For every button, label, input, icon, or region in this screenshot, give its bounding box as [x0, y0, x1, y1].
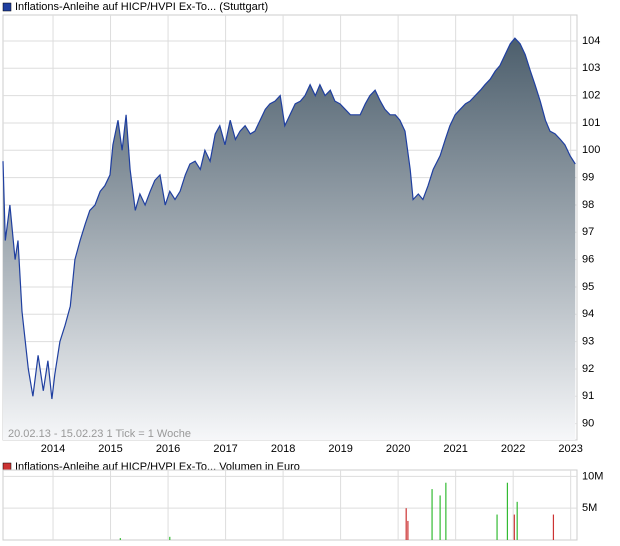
x-tick-label: 2023	[558, 443, 582, 455]
volume-bar	[439, 495, 441, 540]
y-tick-label: 95	[582, 281, 594, 293]
y-tick-label: 90	[582, 418, 594, 430]
y-tick-label: 96	[582, 254, 594, 266]
volume-bar	[496, 514, 498, 540]
x-tick-label: 2019	[328, 443, 352, 455]
x-tick-label: 2018	[271, 443, 295, 455]
area-fill	[3, 38, 576, 440]
price-line	[2, 37, 576, 400]
volume-bar	[405, 508, 407, 540]
y-tick-label: 101	[582, 117, 600, 129]
volume-bar	[407, 520, 409, 540]
volume-bar	[516, 501, 518, 540]
y-tick-label: 5M	[582, 502, 597, 514]
y-tick-label: 99	[582, 172, 594, 184]
legend-swatch	[2, 2, 12, 12]
legend-label: Inflations-Anleihe auf HICP/HVPI Ex-To..…	[15, 1, 268, 13]
x-tick-label: 2017	[213, 443, 237, 455]
y-tick-label: 92	[582, 363, 594, 375]
y-tick-label: 104	[582, 35, 600, 47]
y-tick-label: 10M	[582, 470, 603, 482]
volume-bar	[169, 536, 171, 540]
x-tick-label: 2014	[41, 443, 65, 455]
volume-bar	[445, 482, 447, 540]
y-tick-label: 97	[582, 226, 594, 238]
volume-bar	[431, 489, 433, 540]
y-tick-label: 98	[582, 199, 594, 211]
volume-bar	[506, 482, 509, 540]
y-tick-label: 93	[582, 336, 594, 348]
footnote: 20.02.13 - 15.02.23 1 Tick = 1 Woche	[8, 428, 191, 440]
volume-bar	[552, 514, 555, 540]
x-tick-label: 2022	[501, 443, 525, 455]
y-tick-label: 91	[582, 390, 594, 402]
x-tick-label: 2016	[156, 443, 180, 455]
x-tick-label: 2020	[386, 443, 410, 455]
volume-bar	[513, 514, 515, 540]
x-tick-label: 2015	[98, 443, 122, 455]
x-tick-label: 2021	[443, 443, 467, 455]
y-tick-label: 103	[582, 62, 600, 74]
y-tick-label: 102	[582, 90, 600, 102]
volume-bar	[119, 538, 121, 540]
y-tick-label: 100	[582, 144, 600, 156]
y-tick-label: 94	[582, 308, 594, 320]
plot-area	[2, 469, 578, 541]
